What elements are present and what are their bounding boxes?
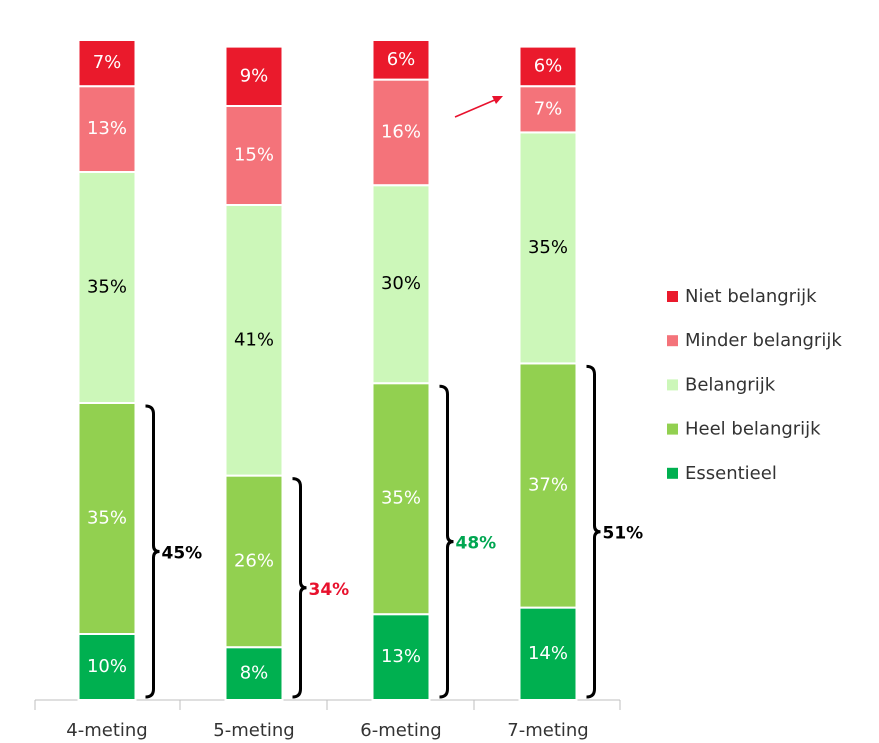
bar-segment <box>371 39 431 81</box>
bar-segment <box>371 78 431 187</box>
data-label: 35% <box>87 508 127 529</box>
bar-segment <box>371 613 431 702</box>
legend-swatch <box>667 291 678 302</box>
legend-swatch <box>667 467 678 479</box>
data-label: 14% <box>528 643 568 664</box>
bar-segment <box>224 45 284 107</box>
bar-segment <box>224 204 284 477</box>
bar-segment <box>77 171 137 404</box>
bracket-label: 48% <box>456 534 497 554</box>
legend-label: Niet belangrijk <box>685 286 817 307</box>
data-label: 13% <box>381 646 421 667</box>
bar-segment <box>371 184 431 385</box>
bar-segment <box>77 402 137 635</box>
data-label: 13% <box>87 118 127 139</box>
bar-segment <box>371 382 431 616</box>
bracket <box>145 404 160 699</box>
bracket <box>586 364 601 699</box>
bar-segment <box>224 105 284 206</box>
data-label: 30% <box>381 273 421 294</box>
legend-swatch <box>667 423 678 435</box>
arrow-head <box>492 96 503 104</box>
legend-label: Minder belangrijk <box>685 330 842 351</box>
data-label: 35% <box>528 237 568 258</box>
bracket <box>292 477 307 699</box>
data-label: 15% <box>234 145 274 166</box>
bar-segment <box>224 474 284 649</box>
bar-segment <box>518 606 578 701</box>
data-label: 8% <box>240 663 269 684</box>
data-label: 7% <box>534 98 563 119</box>
bracket-label: 34% <box>309 580 350 600</box>
data-label: 26% <box>234 550 274 571</box>
bar-segment <box>77 85 137 173</box>
bar-segment <box>518 45 578 88</box>
data-label: 6% <box>387 49 416 70</box>
x-tick-label: 7-meting <box>507 720 588 741</box>
legend-swatch <box>667 335 678 347</box>
data-label: 7% <box>93 52 122 73</box>
x-tick-label: 6-meting <box>360 720 441 741</box>
x-tick-label: 4-meting <box>66 720 147 741</box>
x-tick-label: 5-meting <box>213 720 294 741</box>
legend-label: Belangrijk <box>685 374 776 395</box>
legend-label: Heel belangrijk <box>685 419 821 440</box>
bar-segment <box>77 39 137 88</box>
bar-segment <box>518 362 578 609</box>
data-label: 35% <box>381 488 421 509</box>
legend-label: Essentieel <box>685 463 777 484</box>
data-label: 9% <box>240 65 269 86</box>
data-label: 35% <box>87 277 127 298</box>
data-label: 41% <box>234 329 274 350</box>
bracket-label: 45% <box>162 544 203 564</box>
data-label: 16% <box>381 121 421 142</box>
bracket-label: 51% <box>603 524 644 544</box>
data-label: 6% <box>534 55 563 76</box>
bar-segment <box>77 633 137 701</box>
bar-segment <box>224 646 284 702</box>
bracket <box>439 384 454 699</box>
legend-swatch <box>667 379 678 391</box>
bar-segment <box>518 131 578 365</box>
data-label: 10% <box>87 656 127 677</box>
arrow <box>454 98 498 118</box>
data-label: 37% <box>528 475 568 496</box>
